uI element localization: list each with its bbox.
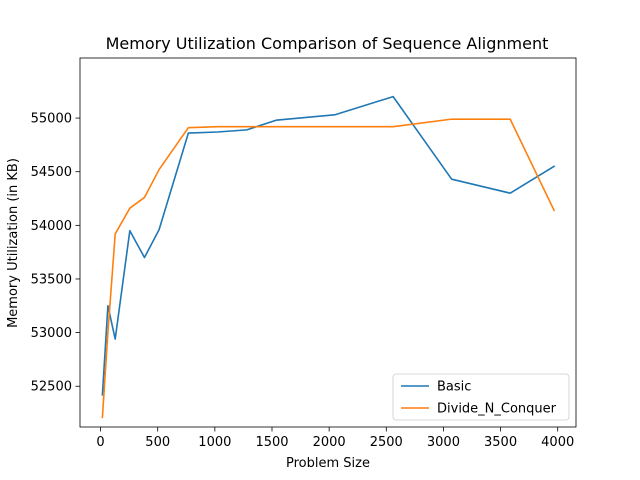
legend-box: [392, 373, 570, 421]
x-axis-label: Problem Size: [286, 456, 370, 471]
plot-area: 0 500 1000 1500 2000 2500 3000 3500 4000 52500 530…: [31, 57, 577, 450]
x-tick-label: 0: [96, 435, 104, 450]
chart-title: Memory Utilization Comparison of Sequenc…: [106, 34, 549, 53]
x-tick-label: 2000: [313, 435, 346, 450]
y-axis-label: Memory Utilization (in KB): [6, 158, 21, 328]
y-tick-label: 52500: [31, 380, 72, 395]
y-tick-label: 55000: [31, 112, 72, 127]
x-tick-label: 1000: [198, 435, 231, 450]
x-tick-label: 3000: [427, 435, 460, 450]
x-tick-label: 4000: [541, 435, 574, 450]
axes-frame: [79, 57, 577, 428]
x-tick-label: 1500: [255, 435, 288, 450]
y-tick-label: 54500: [31, 165, 72, 180]
series-line-basic: [101, 95, 556, 396]
legend-label: Divide_N_Conquer: [437, 402, 557, 417]
y-tick-label: 53000: [31, 326, 72, 341]
series-line-divide-n-conquer: [101, 118, 556, 419]
y-tick-label: 54000: [31, 219, 72, 234]
x-tick-label: 2500: [370, 435, 403, 450]
x-tick-label: 500: [145, 435, 170, 450]
legend-label: Basic: [437, 380, 471, 395]
y-tick-label: 53500: [31, 272, 72, 287]
x-tick-label: 3500: [484, 435, 517, 450]
